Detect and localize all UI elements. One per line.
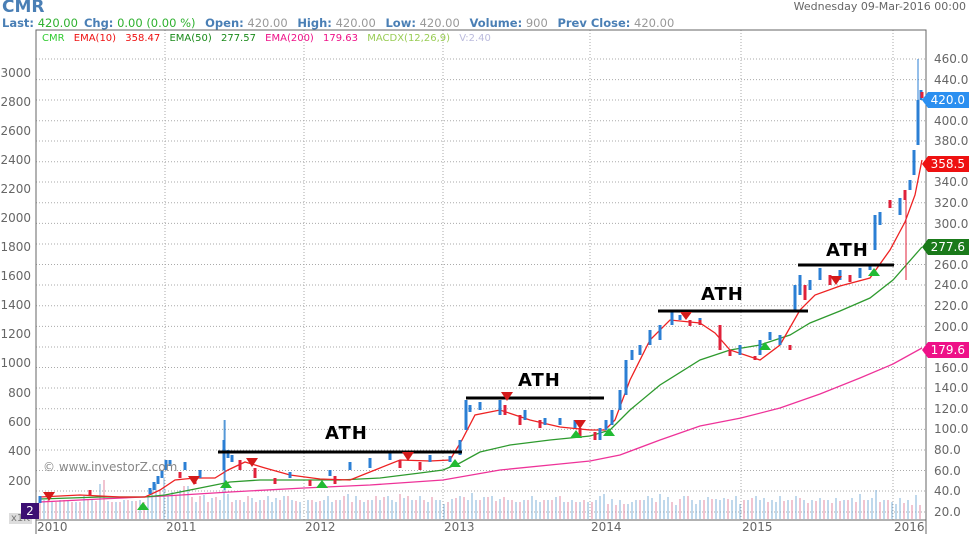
svg-text:3000: 3000 xyxy=(0,66,31,80)
price-candles xyxy=(38,59,924,503)
sell-signals xyxy=(43,276,842,501)
ath-label-2: ATH xyxy=(518,370,561,391)
svg-text:160.0: 160.0 xyxy=(934,361,968,375)
ema10-line xyxy=(39,159,923,498)
volume-scale-badge[interactable]: 2 xyxy=(21,503,39,519)
svg-text:440.0: 440.0 xyxy=(934,73,968,87)
svg-text:400.0: 400.0 xyxy=(934,114,968,128)
svg-text:1800: 1800 xyxy=(0,240,31,254)
ath-label-3: ATH xyxy=(701,284,744,305)
svg-text:400: 400 xyxy=(8,444,31,458)
svg-text:1000: 1000 xyxy=(0,356,31,370)
svg-text:600: 600 xyxy=(8,415,31,429)
last-price-tag: 420.0 xyxy=(921,92,969,108)
svg-text:2013: 2013 xyxy=(444,520,475,534)
svg-text:2010: 2010 xyxy=(37,520,68,534)
chart-datetime: Wednesday 09-Mar-2016 00:00 xyxy=(793,0,966,13)
grid xyxy=(36,30,926,520)
svg-text:340.0: 340.0 xyxy=(934,175,968,189)
svg-text:80.0: 80.0 xyxy=(934,443,961,457)
svg-text:2800: 2800 xyxy=(0,95,31,109)
svg-text:1400: 1400 xyxy=(0,298,31,312)
svg-text:460.0: 460.0 xyxy=(934,52,968,66)
svg-text:60.0: 60.0 xyxy=(934,464,961,478)
quote-bar: Last: 420.00 Chg: 0.00 (0.00 %) Open: 420… xyxy=(2,16,680,30)
prev-close-value: 420.00 xyxy=(634,16,675,30)
svg-text:120.0: 120.0 xyxy=(934,402,968,416)
chg-label: Chg: xyxy=(83,16,114,30)
buy-signals xyxy=(137,268,880,510)
prev-close-label: Prev Close: xyxy=(557,16,631,30)
legend-volume-label: V:2.40 xyxy=(459,33,491,44)
svg-text:140.0: 140.0 xyxy=(934,381,968,395)
legend-ema50-label: EMA(50) xyxy=(169,33,212,44)
svg-text:2011: 2011 xyxy=(166,520,197,534)
volume-label: Volume: xyxy=(469,16,523,30)
ema200-line xyxy=(39,347,923,503)
svg-text:2014: 2014 xyxy=(591,520,622,534)
volume-value: 900 xyxy=(525,16,548,30)
last-label: Last: xyxy=(2,16,35,30)
x-axis: 2010 2011 2012 2013 2014 2015 2016 xyxy=(37,520,925,534)
high-label: High: xyxy=(297,16,332,30)
svg-text:2600: 2600 xyxy=(0,124,31,138)
right-axis: 460.0 440.0 400.0 380.0 340.0 320.0 300.0 26… xyxy=(934,52,968,519)
ema50-line xyxy=(39,246,923,500)
legend-ema50-value: 277.57 xyxy=(220,33,256,44)
legend-ema10-label: EMA(10) xyxy=(73,33,117,44)
high-value: 420.00 xyxy=(335,16,376,30)
svg-text:300.0: 300.0 xyxy=(934,217,968,231)
svg-text:2400: 2400 xyxy=(0,153,31,167)
ema50-tag: 277.6 xyxy=(921,239,969,255)
svg-text:2016: 2016 xyxy=(894,520,925,534)
svg-text:2200: 2200 xyxy=(0,182,31,196)
volume-bars xyxy=(39,420,921,519)
watermark: © www.investorZ.com xyxy=(43,460,178,474)
svg-text:260.0: 260.0 xyxy=(934,258,968,272)
legend-ema200-value: 179.63 xyxy=(323,33,359,44)
svg-text:200.0: 200.0 xyxy=(934,320,968,334)
chg-value: 0.00 (0.00 %) xyxy=(117,16,196,30)
svg-text:220.0: 220.0 xyxy=(934,299,968,313)
left-axis: 3000 2800 2600 2400 2200 2000 1800 1600 1400 1… xyxy=(0,66,31,488)
symbol-title: CMR xyxy=(2,0,45,17)
legend-ema200-label: EMA(200) xyxy=(265,33,314,44)
svg-text:240.0: 240.0 xyxy=(934,278,968,292)
svg-text:2012: 2012 xyxy=(305,520,336,534)
ath-lines xyxy=(218,263,894,454)
svg-text:800: 800 xyxy=(8,386,31,400)
legend-macdx-label: MACDX(12,26,9) xyxy=(367,33,451,44)
last-value: 420.00 xyxy=(37,16,78,30)
ath-label-4: ATH xyxy=(826,240,869,261)
legend-symbol: CMR xyxy=(42,33,65,44)
volume-unit-label: x1K xyxy=(9,513,32,524)
svg-text:40.0: 40.0 xyxy=(934,484,961,498)
ema200-tag: 179.6 xyxy=(921,342,969,358)
ath-label-1: ATH xyxy=(325,423,368,444)
svg-text:100.0: 100.0 xyxy=(934,422,968,436)
plot-frame xyxy=(35,29,927,521)
legend-ema10-value: 358.47 xyxy=(125,33,161,44)
low-label: Low: xyxy=(385,16,416,30)
open-value: 420.00 xyxy=(247,16,288,30)
svg-text:1200: 1200 xyxy=(0,327,31,341)
svg-text:380.0: 380.0 xyxy=(934,134,968,148)
svg-text:2000: 2000 xyxy=(0,211,31,225)
indicator-legend: CMR EMA(10) 358.47 EMA(50) 277.57 EMA(20… xyxy=(42,33,497,44)
open-label: Open: xyxy=(205,16,244,30)
svg-text:20.0: 20.0 xyxy=(934,505,961,519)
svg-text:1600: 1600 xyxy=(0,269,31,283)
svg-text:320.0: 320.0 xyxy=(934,196,968,210)
svg-text:2015: 2015 xyxy=(742,520,773,534)
svg-text:200: 200 xyxy=(8,474,31,488)
low-value: 420.00 xyxy=(419,16,460,30)
ema10-tag: 358.5 xyxy=(921,156,969,172)
